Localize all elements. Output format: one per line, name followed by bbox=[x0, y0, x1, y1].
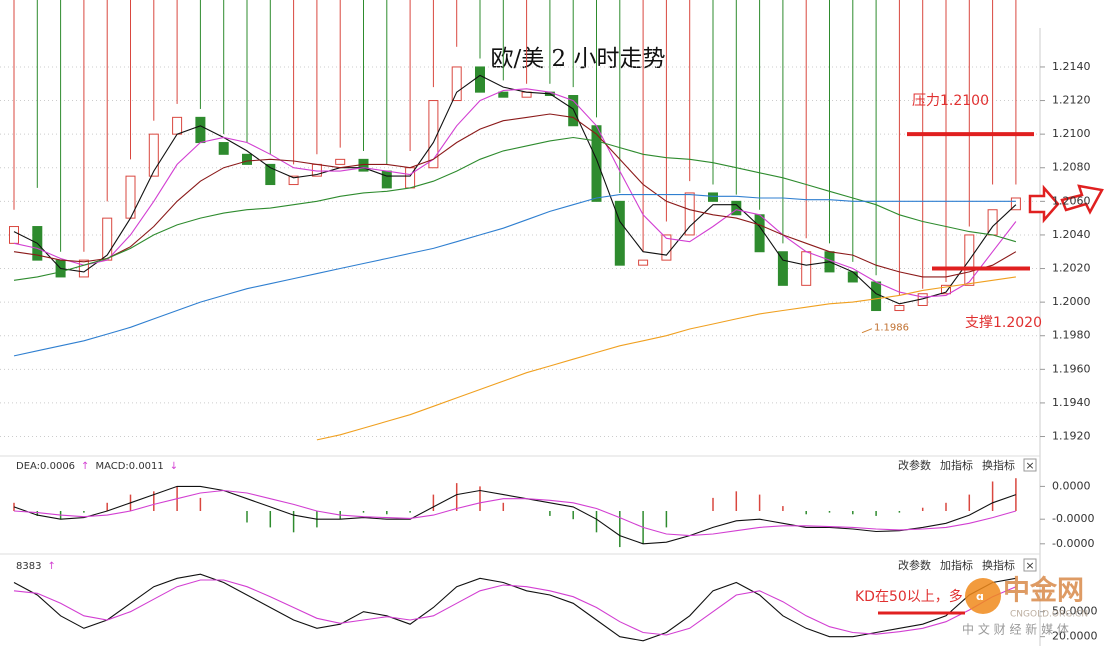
y-tick-label: -0.0000 bbox=[1052, 512, 1094, 525]
candle-body bbox=[498, 91, 509, 98]
y-tick-label: 50.0000 bbox=[1052, 605, 1098, 618]
watermark: ɑ 中金网 CNGOLD.ORG.CN 中 文 财 经 新 媒 体 bbox=[962, 575, 1088, 637]
candle-body bbox=[381, 170, 392, 189]
candle-body bbox=[1010, 197, 1021, 211]
candle-body bbox=[801, 251, 812, 286]
y-tick-label: 1.2140 bbox=[1052, 60, 1091, 73]
panel-header: MACD:0.0011 bbox=[95, 461, 163, 472]
logo-circle bbox=[965, 578, 1001, 614]
indicator-button[interactable]: 加指标 bbox=[940, 558, 973, 572]
indicator-button[interactable]: 改参数 bbox=[898, 558, 931, 572]
panel-header: ↓ bbox=[170, 461, 178, 472]
indicator-button[interactable]: 换指标 bbox=[982, 458, 1015, 472]
candle-body bbox=[9, 226, 19, 244]
y-tick-label: 1.2040 bbox=[1052, 228, 1091, 241]
candle-body bbox=[614, 200, 625, 266]
close-box bbox=[1023, 458, 1037, 472]
level-label: 支撑1.2020 bbox=[965, 315, 1042, 331]
close-button[interactable]: × bbox=[1025, 459, 1034, 472]
candle-body bbox=[265, 163, 276, 186]
low-marker bbox=[861, 328, 873, 334]
y-tick-label: 1.2060 bbox=[1052, 194, 1091, 207]
y-tick-label: 20.0000 bbox=[1052, 630, 1098, 643]
y-tick-label: 1.2020 bbox=[1052, 262, 1091, 275]
candle-body bbox=[242, 153, 252, 165]
candle-body bbox=[871, 281, 882, 312]
candle-body bbox=[731, 200, 742, 216]
panel-header: ↑ bbox=[47, 561, 55, 572]
candle-body bbox=[428, 100, 439, 169]
candle-body bbox=[172, 116, 183, 135]
kd-annotation: KD在50以上，多 bbox=[855, 588, 963, 605]
close-box bbox=[1023, 558, 1037, 572]
y-tick-label: 1.2100 bbox=[1052, 127, 1091, 140]
candle-body bbox=[195, 116, 206, 144]
level-label: 压力1.2100 bbox=[912, 93, 989, 109]
plot-layer: 欧/美 2 小时走势 1.2140 1.2120 1.2100 1.2080 1.2060… bbox=[0, 0, 1098, 643]
candle-body bbox=[148, 133, 159, 177]
indicator-line bbox=[13, 74, 1017, 305]
indicator-line bbox=[13, 489, 1017, 537]
indicator-line bbox=[13, 136, 1017, 281]
candle-body bbox=[708, 192, 718, 202]
logo-slogan: 中 文 财 经 新 媒 体 bbox=[962, 622, 1069, 637]
candle-body bbox=[847, 271, 858, 283]
logo-site: CNGOLD.ORG.CN bbox=[1010, 610, 1088, 620]
y-tick-label: 0.0000 bbox=[1052, 479, 1091, 492]
y-tick-label: -0.0000 bbox=[1052, 537, 1094, 550]
indicator-button[interactable]: 加指标 bbox=[940, 458, 973, 472]
arrow-icon bbox=[1028, 184, 1060, 224]
y-tick-label: 1.2000 bbox=[1052, 295, 1091, 308]
candle-body bbox=[78, 259, 89, 278]
candle-body bbox=[568, 95, 579, 127]
candle-body bbox=[638, 259, 649, 266]
indicator-line bbox=[13, 579, 1017, 636]
y-tick-label: 1.1980 bbox=[1052, 329, 1091, 342]
panel-header: DEA:0.0006 bbox=[16, 461, 75, 472]
panel-header: ↑ bbox=[81, 461, 89, 472]
candle-body bbox=[335, 158, 346, 165]
close-button[interactable]: × bbox=[1025, 559, 1034, 572]
candle-body bbox=[475, 66, 485, 93]
indicator-button[interactable]: 换指标 bbox=[982, 558, 1015, 572]
y-tick-label: 1.1920 bbox=[1052, 430, 1091, 443]
low-label: 1.1986 bbox=[874, 323, 909, 334]
y-tick-label: 1.1940 bbox=[1052, 396, 1091, 409]
logo-name: 中金网 bbox=[1003, 575, 1084, 607]
candle-body bbox=[684, 192, 695, 236]
indicator-line bbox=[13, 194, 1016, 357]
panel-header: 8383 bbox=[16, 561, 41, 572]
indicator-line bbox=[13, 485, 1017, 545]
indicator-line bbox=[13, 88, 1017, 298]
indicator-line bbox=[13, 113, 1017, 278]
indicator-button[interactable]: 改参数 bbox=[898, 458, 931, 472]
candle-body bbox=[661, 234, 672, 261]
y-tick-label: 1.2080 bbox=[1052, 161, 1091, 174]
indicator-line bbox=[13, 573, 1016, 642]
candle-body bbox=[777, 251, 788, 286]
candle-body bbox=[288, 175, 299, 186]
candle-body bbox=[894, 304, 905, 312]
y-tick-label: 1.2120 bbox=[1052, 94, 1091, 107]
candle-body bbox=[451, 66, 462, 102]
logo-mark: ɑ bbox=[976, 590, 984, 603]
indicator-line bbox=[316, 276, 1016, 441]
candle-body bbox=[218, 142, 229, 155]
candle-body bbox=[102, 217, 113, 261]
arrow-icon bbox=[1060, 184, 1104, 215]
candle-body bbox=[754, 214, 765, 253]
candle-body bbox=[941, 284, 951, 295]
y-tick-label: 1.1960 bbox=[1052, 362, 1091, 375]
chart-title: 欧/美 2 小时走势 bbox=[490, 46, 665, 72]
